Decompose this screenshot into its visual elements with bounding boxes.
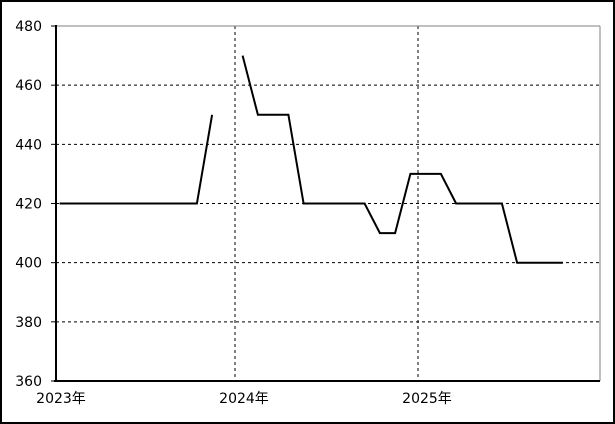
x-tick-label-1: 2024年	[219, 391, 269, 407]
y-tick-label-400: 400	[15, 256, 42, 272]
y-tick-label-460: 460	[15, 78, 42, 94]
x-tick-label-2: 2025年	[402, 391, 452, 407]
data-series-line	[59, 55, 563, 264]
y-tick-label-420: 420	[15, 197, 42, 213]
x-tick-label-0: 2023年	[36, 391, 86, 407]
y-tick-label-380: 380	[15, 315, 42, 331]
y-tick-label-360: 360	[15, 374, 42, 390]
y-tick-label-440: 440	[15, 137, 42, 153]
y-tick-label-480: 480	[15, 19, 42, 35]
